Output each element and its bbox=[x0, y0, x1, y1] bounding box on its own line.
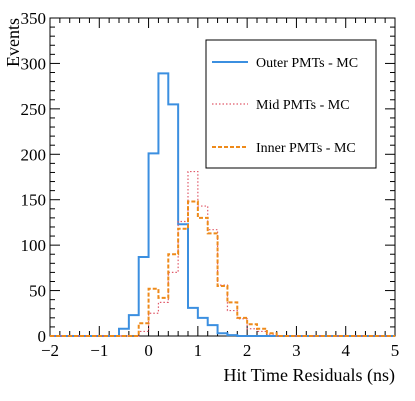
legend: Outer PMTs - MC Mid PMTs - MC Inner PMTs… bbox=[205, 39, 377, 169]
y-tick-label: 250 bbox=[21, 100, 47, 119]
legend-label-inner: Inner PMTs - MC bbox=[256, 141, 356, 156]
y-tick-label: 100 bbox=[21, 236, 47, 255]
y-tick-label: 0 bbox=[38, 327, 47, 346]
plot-frame bbox=[49, 17, 396, 337]
y-axis-title: Events bbox=[3, 18, 23, 67]
x-tick-label: 3 bbox=[292, 341, 301, 360]
legend-label-mid: Mid PMTs - MC bbox=[256, 98, 350, 113]
x-tick-label: 4 bbox=[341, 341, 350, 360]
series-line-inner bbox=[50, 200, 395, 337]
legend-label-outer: Outer PMTs - MC bbox=[256, 56, 358, 71]
x-tick-label: 5 bbox=[391, 341, 400, 360]
x-tick-label: 1 bbox=[194, 341, 203, 360]
x-tick-label: 2 bbox=[243, 341, 252, 360]
series-layer bbox=[50, 72, 395, 337]
y-tick-label: 150 bbox=[21, 191, 47, 210]
y-tick-label: 50 bbox=[29, 282, 46, 301]
y-tick-label: 200 bbox=[21, 145, 47, 164]
x-tick-label: −1 bbox=[90, 341, 108, 360]
y-tick-label: 300 bbox=[21, 54, 47, 73]
x-tick-label: 0 bbox=[144, 341, 153, 360]
x-tick-label: −2 bbox=[41, 341, 59, 360]
series-line-mid bbox=[50, 170, 395, 337]
x-axis-title: Hit Time Residuals (ns) bbox=[223, 365, 395, 386]
y-tick-label: 350 bbox=[21, 9, 47, 28]
